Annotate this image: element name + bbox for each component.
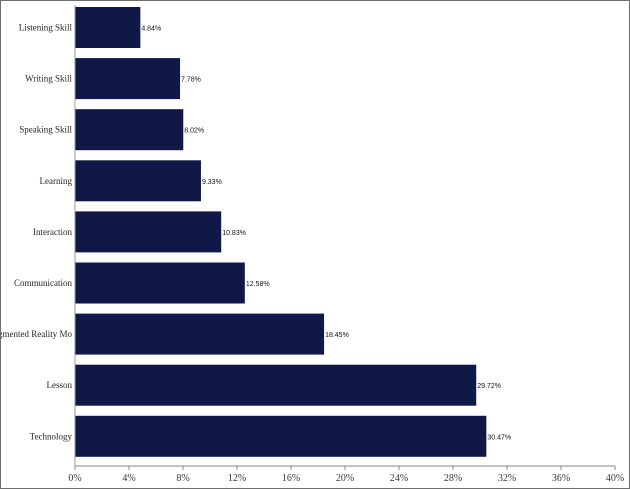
data-label: 4.84% [141,26,161,33]
category-label: Communication [14,278,72,288]
category-label: Learning [40,176,73,186]
category-label: Technology [30,431,73,441]
data-label: 8.02% [184,128,204,135]
x-tick-label: 12% [228,473,246,484]
data-label: 29.72% [477,383,501,390]
x-tick-label: 40% [606,473,624,484]
bar [75,58,181,100]
bar [75,313,325,355]
category-label: Augmented Reality Mo [1,329,72,339]
bars-layer [75,7,487,457]
bar [75,109,184,151]
labels-layer: Listening Skill 4.84% Writing Skill 7.78% Sp… [1,23,511,442]
x-axis: 0% 4% 8% 12% 16% 20% 24% 28% 32% 36% 40% [68,5,624,484]
x-tick-label: 0% [68,473,81,484]
data-label: 10.83% [222,230,246,237]
x-tick-label: 36% [552,473,570,484]
category-label: Interaction [33,227,72,237]
x-tick-label: 20% [336,473,354,484]
category-label: Lesson [47,380,73,390]
bar [75,364,477,406]
data-label: 12.58% [246,281,270,288]
data-label: 18.45% [325,332,349,339]
bar [75,7,141,48]
data-label: 7.78% [181,77,201,84]
x-tick-label: 4% [122,473,135,484]
data-label: 30.47% [487,434,511,441]
category-label: Listening Skill [19,23,73,33]
x-tick-label: 28% [444,473,462,484]
x-tick-label: 16% [282,473,300,484]
x-tick-label: 32% [498,473,516,484]
bar [75,415,487,457]
x-tick-label: 24% [390,473,408,484]
category-label: Speaking Skill [19,125,72,135]
bar [75,262,245,304]
category-label: Writing Skill [25,74,72,84]
bar [75,160,201,202]
data-label: 9.33% [202,179,222,186]
bar [75,211,222,253]
x-tick-label: 8% [176,473,189,484]
